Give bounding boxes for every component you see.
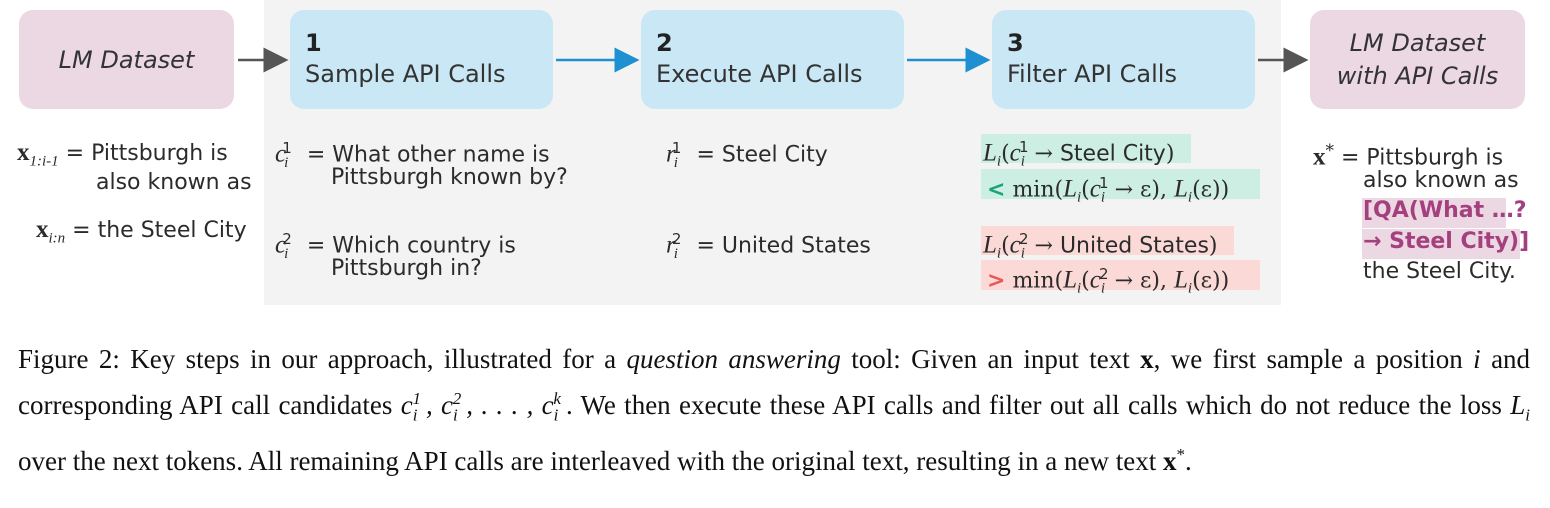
- caption-italic: question answering: [626, 344, 841, 374]
- caption-x-star-symbol: x: [1162, 446, 1177, 477]
- filter-2-min-highlight: [981, 260, 1260, 290]
- qa-call-highlight-1: [1362, 198, 1506, 228]
- response-r1-text: = Steel City: [696, 142, 828, 168]
- output-line-1: = Pittsburgh is: [1341, 145, 1504, 171]
- input-x-suffix-text: = the Steel City: [72, 218, 247, 243]
- candidate-c1-text: = What other name is: [306, 142, 550, 168]
- candidate-c2: ci2 = Which country is: [275, 230, 516, 262]
- output-dataset-box: LM Dataset with API Calls: [1310, 10, 1525, 109]
- flow-arrows: [238, 47, 1309, 73]
- qa-call-line-2: → Steel City)]: [1363, 229, 1530, 254]
- caption-loss-symbol: Li: [1510, 390, 1531, 425]
- lm-dataset-label: LM Dataset: [58, 45, 195, 74]
- output-line-3: the Steel City.: [1363, 259, 1516, 284]
- candidate-c1-cont: Pittsburgh known by?: [331, 165, 568, 190]
- filter-1-comparison: < min(Li(ci1 → ε), Li(ε)): [987, 174, 1230, 206]
- step-filter-box: 3 Filter API Calls: [992, 10, 1255, 109]
- output-line-2: also known as: [1363, 168, 1519, 193]
- filter-2-comparison: > min(Li(ci2 → ε), Li(ε)): [987, 265, 1230, 297]
- step-number: 3: [1007, 29, 1024, 57]
- candidate-c2-text: = Which country is: [306, 233, 516, 259]
- step-label: Filter API Calls: [1007, 60, 1177, 88]
- caption-part-6: over the next tokens. All remaining API …: [18, 446, 1157, 477]
- caption-candidates-symbol: ci1, ci2, . . . , cik: [400, 389, 561, 425]
- response-r1: ri1 = Steel City: [666, 139, 828, 171]
- greater-than-sign: >: [987, 268, 1006, 294]
- filter-2-result: United States: [1059, 233, 1209, 259]
- filter-2-loss: Li(ci2 → United States): [983, 230, 1218, 262]
- qa-call-line-1: [QA(What …?: [1363, 198, 1527, 223]
- step-sample-box: 1 Sample API Calls: [290, 10, 553, 109]
- input-x-prefix-cont: also known as: [96, 170, 252, 195]
- caption-part-7: .: [1184, 446, 1192, 477]
- filter-1-loss-highlight: [981, 134, 1191, 163]
- filter-1-min-highlight: [981, 169, 1260, 199]
- candidate-c2-cont: Pittsburgh in?: [331, 256, 482, 281]
- step-number: 2: [656, 29, 673, 57]
- candidate-c1: ci1 = What other name is: [275, 139, 550, 171]
- caption-x-symbol: x: [1140, 344, 1154, 374]
- lm-dataset-box: LM Dataset: [19, 10, 234, 109]
- figure-caption: Figure 2: Key steps in our approach, ill…: [18, 344, 1531, 477]
- filter-1-loss: Li(ci1 → Steel City): [983, 138, 1175, 170]
- output-dataset-label-1: LM Dataset: [1349, 28, 1486, 57]
- caption-part-2: tool: Given an input text: [851, 344, 1130, 374]
- caption-part-1: Key steps in our approach, illustrated f…: [130, 344, 617, 374]
- filter-1-result: Steel City: [1059, 141, 1166, 167]
- less-than-sign: <: [987, 177, 1006, 203]
- output-x-star: x* = Pittsburgh is: [1313, 141, 1504, 171]
- input-x-prefix: x1:i-1 = Pittsburgh is: [17, 139, 228, 170]
- caption-part-4: and corresponding API call candidates: [18, 344, 1531, 420]
- step-label: Sample API Calls: [305, 60, 506, 88]
- step-label: Execute API Calls: [656, 60, 863, 88]
- filter-2-loss-highlight: [981, 226, 1234, 255]
- step-execute-box: 2 Execute API Calls: [641, 10, 904, 109]
- caption-part-5: . We then execute these API calls and fi…: [565, 390, 1502, 420]
- step-number: 1: [305, 29, 322, 57]
- output-dataset-label-2: with API Calls: [1336, 61, 1499, 90]
- input-x-suffix: xi:n = the Steel City: [36, 216, 247, 247]
- qa-call-highlight-2: [1362, 229, 1520, 259]
- figure-label: Figure 2:: [18, 344, 120, 374]
- input-x-prefix-text: = Pittsburgh is: [65, 141, 228, 166]
- caption-i-symbol: i: [1473, 344, 1481, 374]
- caption-part-3: , we first sample a position: [1153, 344, 1463, 374]
- response-r2-text: = United States: [696, 233, 871, 259]
- response-r2: ri2 = United States: [666, 230, 871, 262]
